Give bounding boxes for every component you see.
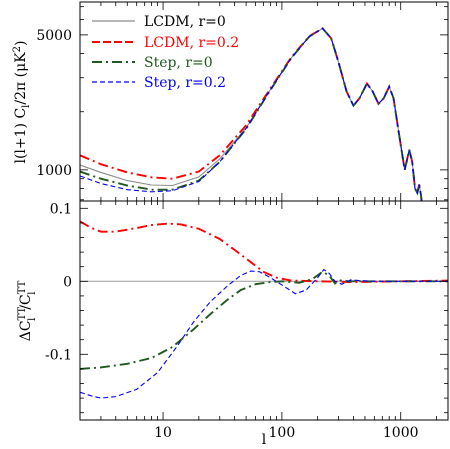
bot-ylabel-sup2: TT xyxy=(17,280,28,294)
x-axis-tick-labels: 10 100 1000 xyxy=(154,425,418,441)
top-series-step-r-0-2 xyxy=(80,27,423,201)
bottom-panel-curves xyxy=(80,220,448,399)
bot-ylabel-sub2: l xyxy=(27,292,38,295)
bot-ylabel-sup1: TT xyxy=(17,307,28,321)
bottom-y-tick-label--0.1: -0.1 xyxy=(45,347,72,363)
top-ylabel-part-b: /2π (μK xyxy=(13,52,29,105)
top-y-tick-label-5000: 5000 xyxy=(36,28,72,44)
legend-label-step-r0: Step, r=0 xyxy=(144,55,213,71)
bottom-panel-frame xyxy=(79,200,449,421)
legend: LCDM, r=0 LCDM, r=0.2 Step, r=0 Step, r=… xyxy=(92,14,239,91)
legend-entry-step-r02: Step, r=0.2 xyxy=(92,75,226,91)
bottom-series-lcdm-r-0-2 xyxy=(80,220,448,283)
bottom-series-step-r-0-2 xyxy=(80,268,448,399)
legend-entry-lcdm-r02: LCDM, r=0.2 xyxy=(92,35,239,51)
legend-entry-step-r0: Step, r=0 xyxy=(92,55,213,71)
bottom-panel-y-tick-labels: 0.1 0 -0.1 xyxy=(45,201,72,363)
bottom-y-tick-label-0.1: 0.1 xyxy=(50,201,72,217)
bot-ylabel-part-a: ΔC xyxy=(18,320,34,341)
top-ylabel-part-a: l(l+1) C xyxy=(13,108,29,164)
top-ylabel-sup: 2 xyxy=(12,46,23,52)
top-panel-y-tick-labels: 1000 5000 xyxy=(36,28,72,179)
bottom-panel-ticks xyxy=(79,201,448,420)
x-tick-label-1000: 1000 xyxy=(383,425,419,441)
legend-label-lcdm-r02: LCDM, r=0.2 xyxy=(144,35,239,51)
x-tick-label-10: 10 xyxy=(154,425,172,441)
top-panel-ticks xyxy=(79,2,448,201)
bottom-panel-relative-difference: 0.10-0.1 10 100 1000 ΔCTTl/CTTl l xyxy=(17,200,449,448)
bottom-panel-y-axis-label: ΔCTTl/CTTl xyxy=(17,280,38,341)
x-tick-label-100: 100 xyxy=(269,425,296,441)
bottom-y-tick-label-0: 0 xyxy=(63,274,72,290)
top-series-step-r-0 xyxy=(80,27,423,201)
top-y-tick-label-1000: 1000 xyxy=(36,163,72,179)
bot-ylabel-sub1: l xyxy=(27,318,38,321)
bot-ylabel-part-b: /C xyxy=(18,294,34,309)
legend-label-step-r02: Step, r=0.2 xyxy=(144,75,226,91)
bottom-series-step-r-0 xyxy=(80,270,448,370)
top-series-lcdm-r-0-2 xyxy=(80,27,423,201)
x-axis-label: l xyxy=(262,432,267,448)
top-panel-y-axis-label: l(l+1) Cl/2π (μK2) xyxy=(12,40,32,163)
top-panel-curves xyxy=(80,27,423,201)
top-ylabel-part-c: ) xyxy=(13,40,29,45)
top-ylabel-sub: l xyxy=(21,105,32,108)
top-panel-power-spectrum: 1000 5000 LCDM, r=0 LCDM, r=0.2 Step, r=0… xyxy=(12,1,449,202)
legend-label-lcdm-r0: LCDM, r=0 xyxy=(144,14,226,30)
top-series-lcdm-r-0 xyxy=(80,27,423,201)
legend-entry-lcdm-r0: LCDM, r=0 xyxy=(92,14,226,30)
